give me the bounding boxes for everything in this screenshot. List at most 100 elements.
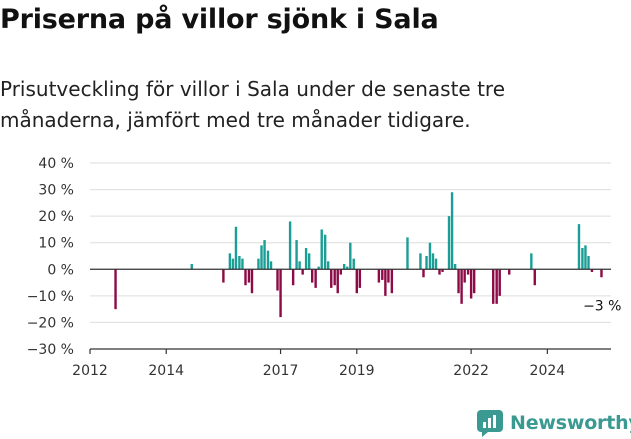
bar (384, 269, 387, 296)
bar (314, 269, 317, 288)
bar (472, 269, 476, 294)
bar (495, 269, 498, 304)
bar (320, 229, 323, 270)
x-tick-label: 2017 (263, 363, 299, 379)
bar (352, 258, 355, 270)
bar (508, 269, 511, 275)
y-tick-label: −30 % (27, 342, 74, 358)
x-tick-label: 2022 (453, 363, 489, 379)
bar (587, 256, 590, 270)
bar (317, 266, 320, 270)
brand-name: Newsworthy (510, 412, 631, 434)
bar (590, 269, 594, 272)
newsworthy-logo: Newsworthy (476, 408, 631, 438)
bar (406, 237, 409, 270)
bar (269, 261, 273, 270)
bar (295, 240, 298, 270)
bar (387, 269, 390, 283)
bar (581, 248, 584, 270)
y-tick-label: 0 % (47, 262, 74, 278)
bar (222, 269, 225, 283)
bar (263, 240, 266, 270)
bar (441, 269, 444, 272)
bar (346, 266, 349, 270)
bar (358, 269, 362, 288)
bar (330, 269, 333, 288)
bar (250, 269, 254, 294)
x-tick-label: 2012 (72, 363, 108, 379)
bar (377, 269, 381, 283)
bar (453, 263, 457, 270)
y-tick-label: −10 % (27, 289, 74, 305)
y-tick-label: −20 % (27, 315, 74, 331)
x-tick-label: 2024 (530, 363, 566, 379)
bar (600, 269, 603, 278)
bar (279, 269, 282, 318)
bar (349, 242, 352, 270)
bar (336, 269, 339, 294)
bar (257, 258, 260, 270)
bar (311, 269, 314, 283)
bar (498, 269, 501, 296)
bar (390, 269, 394, 294)
bars (114, 192, 603, 318)
bar (238, 256, 241, 270)
bar (438, 269, 441, 275)
bar (307, 253, 311, 270)
bar (422, 269, 425, 278)
bar (327, 261, 330, 270)
bar (457, 269, 460, 294)
bar (291, 269, 295, 286)
bar (431, 253, 435, 270)
bar (450, 192, 454, 270)
tick-labels: 40 % 30 % 20 % 10 % 0 % −10 % −20 % −30 % 2012 20… (27, 156, 622, 379)
y-tick-label: 30 % (38, 183, 74, 199)
axes (89, 268, 611, 354)
y-tick-label: 20 % (38, 209, 74, 225)
bar (244, 269, 247, 286)
bar (228, 253, 232, 270)
bar (260, 245, 263, 270)
bar (434, 258, 438, 270)
y-tick-label: 40 % (38, 156, 74, 172)
bar (339, 269, 342, 275)
bar (276, 269, 279, 291)
bar (425, 256, 428, 270)
last-value-annotation: −3 % (583, 298, 621, 314)
bar (234, 226, 238, 270)
bar (343, 263, 346, 270)
bar (323, 234, 327, 270)
price-change-bar-chart: 40 % 30 % 20 % 10 % 0 % −10 % −20 % −30 % 2012 20… (27, 156, 622, 379)
bar (463, 269, 466, 283)
x-tick-label: 2019 (339, 363, 375, 379)
chart-subtitle: Prisutveckling för villor i Sala under d… (0, 77, 505, 132)
bar (304, 248, 308, 270)
bar (266, 250, 270, 270)
newsworthy-icon (477, 410, 503, 437)
bar (247, 269, 251, 283)
bar (460, 269, 463, 304)
bar (241, 258, 244, 270)
bar (466, 269, 470, 275)
bar (577, 224, 581, 270)
x-tick-label: 2014 (148, 363, 184, 379)
bar (584, 245, 587, 270)
bar (469, 269, 473, 299)
bar (428, 242, 432, 270)
bar (231, 258, 235, 270)
chart-title: Priserna på villor sjönk i Sala (0, 4, 439, 35)
bar (530, 253, 533, 270)
bar (419, 253, 422, 270)
bar (114, 269, 117, 310)
bar (333, 269, 336, 286)
bar (492, 269, 495, 304)
bar (190, 263, 193, 270)
bar (298, 261, 301, 270)
bar (381, 269, 384, 280)
bar (447, 216, 451, 270)
y-tick-label: 10 % (38, 236, 74, 252)
bar (533, 269, 536, 286)
bar (355, 269, 358, 294)
bar (288, 221, 292, 270)
bar (301, 269, 304, 275)
